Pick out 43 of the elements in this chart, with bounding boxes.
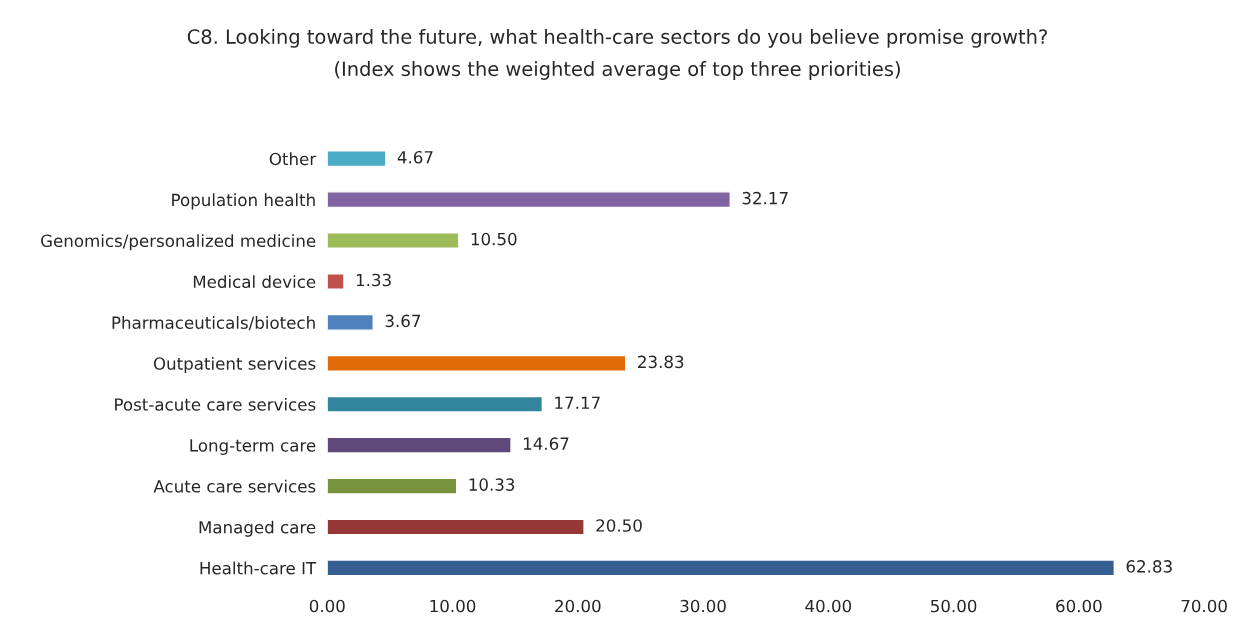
data-label: 3.67 bbox=[385, 314, 421, 328]
bar bbox=[327, 150, 387, 168]
data-label: 14.67 bbox=[523, 437, 569, 450]
bar bbox=[327, 313, 374, 331]
y-tick-label: Outpatient services bbox=[153, 356, 316, 374]
bar bbox=[327, 232, 460, 250]
bar bbox=[327, 436, 512, 454]
bar bbox=[327, 395, 544, 413]
bar bbox=[327, 272, 345, 290]
x-tick-label: 70.00 bbox=[1181, 599, 1227, 613]
chart-title: C8. Looking toward the future, what health-care sectors do you believe promise growth? bbox=[187, 28, 1047, 48]
y-tick-label: Acute care services bbox=[153, 479, 316, 493]
y-tick-label: Managed care bbox=[199, 520, 316, 537]
data-label: 4.67 bbox=[397, 150, 433, 164]
x-tick-label: 50.00 bbox=[931, 599, 977, 613]
data-label: 20.50 bbox=[596, 519, 642, 532]
bar bbox=[327, 477, 458, 495]
data-label: 17.17 bbox=[555, 396, 600, 409]
y-tick-label: Post-acute care services bbox=[115, 397, 316, 411]
y-tick-label: Long-term care bbox=[190, 439, 316, 455]
x-tick-label: 0.00 bbox=[309, 599, 345, 613]
y-tick-label: Other bbox=[269, 152, 317, 166]
chart-subtitle: (Index shows the weighted average of top three priorities) bbox=[335, 61, 900, 80]
x-tick-label: 10.00 bbox=[430, 599, 476, 613]
bar bbox=[327, 518, 585, 536]
x-tick-label: 40.00 bbox=[805, 599, 852, 613]
data-label: 10.33 bbox=[469, 478, 515, 491]
y-tick-label: Health-care IT bbox=[200, 561, 317, 575]
y-tick-label: Population health bbox=[172, 193, 315, 210]
y-tick-label: Medical device bbox=[193, 275, 316, 289]
bar bbox=[327, 354, 627, 372]
data-label: 23.83 bbox=[638, 355, 684, 369]
bar bbox=[327, 559, 1116, 577]
bar bbox=[327, 191, 731, 209]
data-label: 62.83 bbox=[1126, 560, 1172, 573]
x-tick-label: 20.00 bbox=[555, 599, 601, 613]
data-label: 32.17 bbox=[742, 191, 788, 205]
data-label: 1.33 bbox=[356, 273, 391, 287]
data-label: 10.50 bbox=[471, 232, 517, 246]
y-tick-label: Genomics/personalized medicine bbox=[41, 234, 316, 251]
x-tick-label: 60.00 bbox=[1056, 599, 1102, 613]
y-tick-label: Pharmaceuticals/biotech bbox=[112, 316, 315, 331]
x-tick-label: 30.00 bbox=[680, 599, 726, 613]
